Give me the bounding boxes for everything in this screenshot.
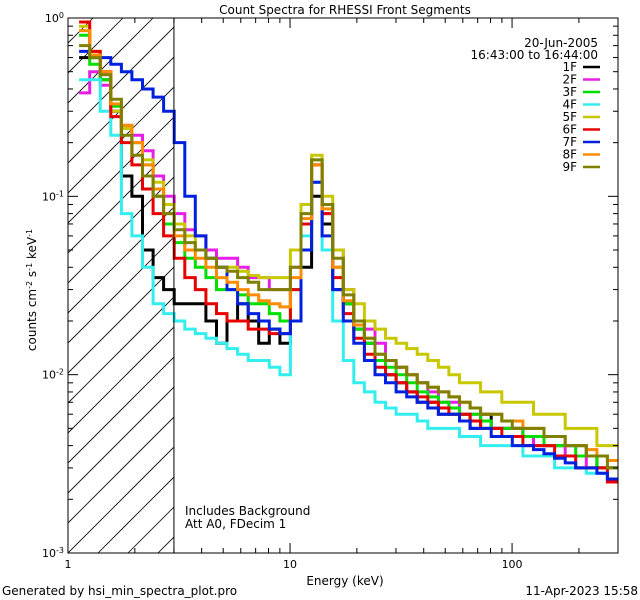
hatch-line [68, 18, 124, 74]
x-axis-label: Energy (keV) [306, 574, 383, 588]
legend-label-8F: 8F [562, 148, 577, 162]
legend-label-7F: 7F [562, 135, 577, 149]
x-tick-label: 1 [65, 558, 72, 571]
hatch-line [68, 416, 174, 524]
footer-timestamp: 11-Apr-2023 15:58 [525, 584, 638, 598]
hatch-line [68, 356, 174, 464]
hatch-line [68, 446, 174, 553]
series-1F-line [79, 56, 618, 470]
series-5F-line [79, 24, 618, 448]
annotation-background: Includes Background [185, 504, 310, 518]
legend-label-9F: 9F [562, 160, 577, 174]
hatch-line [518, 18, 640, 553]
hatch-line [68, 56, 174, 164]
legend-label-1F: 1F [562, 60, 577, 74]
series-8F-line [79, 29, 618, 462]
hatch-line [608, 18, 640, 553]
legend-label-4F: 4F [562, 98, 577, 112]
hatch-line [68, 266, 174, 374]
series-9F-line [79, 44, 618, 470]
hatch-line [68, 206, 174, 314]
hatch-line [68, 236, 174, 344]
hatch-line [248, 18, 640, 553]
x-tick-label: 10 [283, 558, 297, 571]
y-tick-label: 10-2 [42, 367, 64, 382]
hatch-line [68, 26, 174, 134]
hatch-line [68, 18, 94, 44]
date-label: 20-Jun-2005 [524, 36, 598, 50]
hatch-line [68, 86, 174, 194]
y-tick-label: 100 [45, 11, 64, 26]
plot-frame [67, 17, 619, 554]
hatch-line [68, 176, 174, 284]
time-range-label: 16:43:00 to 16:44:00 [471, 48, 598, 62]
hatch-line [458, 18, 640, 553]
y-tick-label: 10-3 [42, 546, 64, 561]
annotation-attenuator: Att A0, FDecim 1 [185, 517, 286, 531]
legend-label-5F: 5F [562, 110, 577, 124]
y-tick-label: 10-1 [42, 189, 64, 204]
axes: 1 10 100 100 10-1 10-2 10-3 [42, 11, 619, 571]
hatch-line [68, 18, 154, 104]
legend-label-2F: 2F [562, 73, 577, 87]
footer-generated-by: Generated by hsi_min_spectra_plot.pro [2, 584, 237, 598]
series-7F-line [79, 49, 618, 481]
legend-label-3F: 3F [562, 85, 577, 99]
hatch-line [0, 18, 3, 553]
chart-title: Count Spectra for RHESSI Front Segments [219, 3, 471, 17]
hatched-region [0, 18, 640, 553]
hatch-line [68, 116, 174, 224]
hatch-line [68, 386, 174, 494]
y-axis-label: counts cm-2 s-1 keV-1 [25, 229, 40, 351]
hatch-line [97, 476, 174, 553]
x-tick-label: 100 [502, 558, 523, 571]
legend-label-6F: 6F [562, 123, 577, 137]
series-layer [79, 20, 618, 484]
